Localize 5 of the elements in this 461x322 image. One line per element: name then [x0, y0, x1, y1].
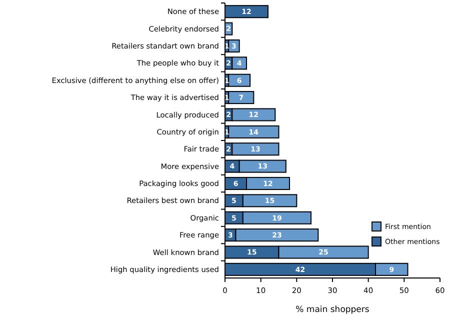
- bar: [228, 74, 251, 87]
- x-axis-title: % main shoppers: [296, 305, 370, 315]
- bar: [228, 39, 240, 52]
- bar: [228, 125, 280, 138]
- bar: [228, 91, 254, 104]
